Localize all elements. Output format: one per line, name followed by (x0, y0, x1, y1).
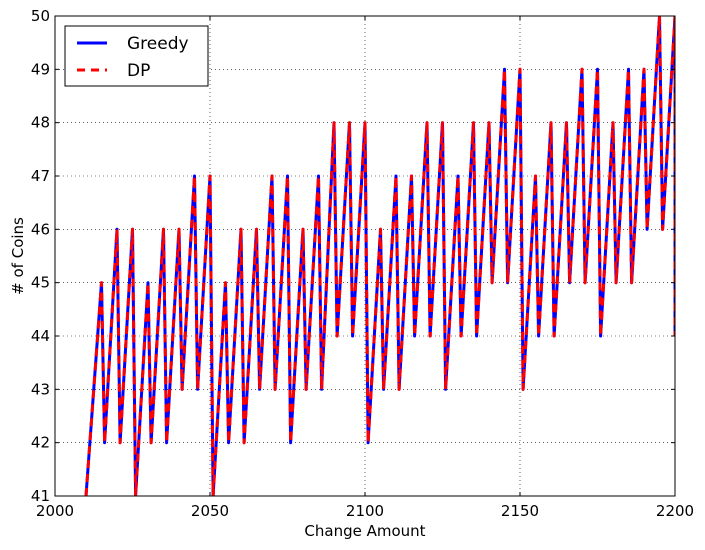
y-tick-label: 44 (31, 327, 50, 345)
x-tick-label: 2000 (36, 502, 74, 520)
legend-label-greedy: Greedy (127, 34, 189, 54)
y-tick-label: 47 (31, 167, 50, 185)
x-tick-label: 2150 (501, 502, 539, 520)
series-line-dp (84, 16, 675, 496)
legend-box (64, 25, 209, 87)
x-tick-label: 2050 (191, 502, 229, 520)
ticks: 2000 2050 2100 2150 2200 41 42 43 44 45 46 47 48 49 50 (31, 7, 694, 520)
y-tick-label: 45 (31, 274, 50, 292)
x-tick-label: 2100 (346, 502, 384, 520)
legend: Greedy DP (64, 25, 209, 87)
series-layer (84, 16, 675, 496)
y-axis-label: # of Coins (9, 217, 27, 295)
x-axis-label: Change Amount (304, 522, 425, 540)
y-tick-label: 50 (31, 7, 50, 25)
x-tick-label: 2200 (656, 502, 694, 520)
y-tick-label: 49 (31, 60, 50, 78)
y-tick-label: 43 (31, 380, 50, 398)
legend-label-dp: DP (127, 61, 150, 81)
y-tick-label: 41 (31, 487, 50, 505)
y-tick-label: 46 (31, 220, 50, 238)
y-tick-label: 48 (31, 114, 50, 132)
y-tick-label: 42 (31, 434, 50, 452)
